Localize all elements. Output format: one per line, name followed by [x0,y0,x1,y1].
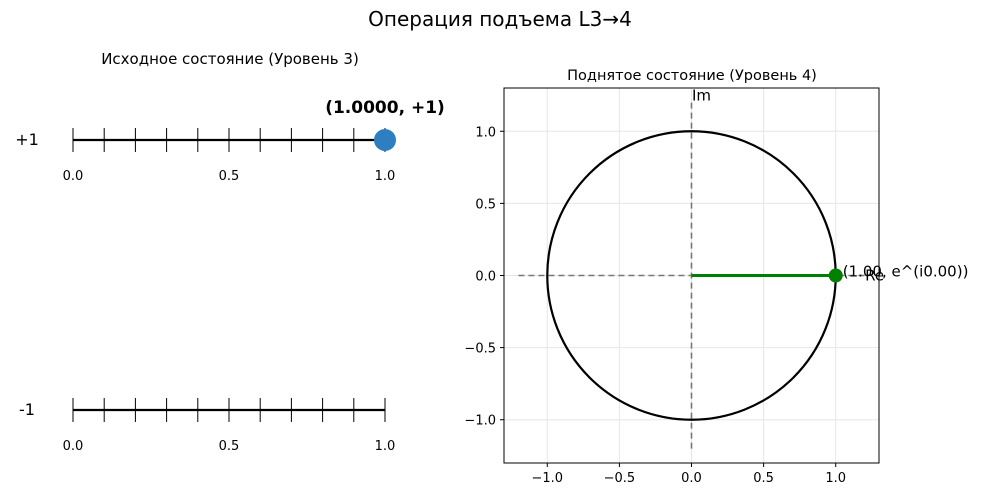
number-line-tick-label: 1.0 [375,439,396,454]
im-axis-label: Im [692,86,711,104]
state-point-label: (1.0000, +1) [325,98,445,118]
x-tick-label: 1.0 [825,471,846,486]
level3-title: Исходное состояние (Уровень 3) [101,50,359,68]
level4-ticks: −1.0 −0.5 0.0 0.5 1.0 −1.0 −0.5 0.0 0.5 1.0 [464,125,846,486]
number-line-tick-label: 1.0 [375,169,396,184]
x-tick-label: −0.5 [604,471,636,486]
y-tick-label: 0.5 [475,197,496,212]
x-tick-label: −1.0 [531,471,563,486]
y-tick-label: −0.5 [464,342,496,357]
y-tick-label: −1.0 [464,414,496,429]
state-point [374,129,396,151]
row-label: +1 [15,130,39,149]
level3-rows: +1 0.0 0.5 1.0 (1.0000, +1) -1 0.0 0.5 1.0 [15,98,445,454]
y-tick-label: 0.0 [475,270,496,285]
level4-title: Поднятое состояние (Уровень 4) [567,68,817,84]
level3-panel: Исходное состояние (Уровень 3) +1 0.0 0.5 1… [15,50,445,454]
x-tick-label: 0.5 [753,471,774,486]
number-line-tick-label: 0.0 [63,169,84,184]
number-line-tick-label: 0.5 [219,439,240,454]
level4-panel: Поднятое состояние (Уровень 4) ReIm(1.00… [464,68,968,486]
number-line-tick-label: 0.5 [219,169,240,184]
x-tick-label: 0.0 [681,471,702,486]
state-vector-label: (1.00, e^(i0.00)) [843,263,969,281]
row-label: -1 [19,400,35,419]
y-tick-label: 1.0 [475,125,496,140]
state-vector-point [828,268,843,283]
figure-title: Операция подъема L3→4 [368,7,632,31]
number-line-tick-label: 0.0 [63,439,84,454]
